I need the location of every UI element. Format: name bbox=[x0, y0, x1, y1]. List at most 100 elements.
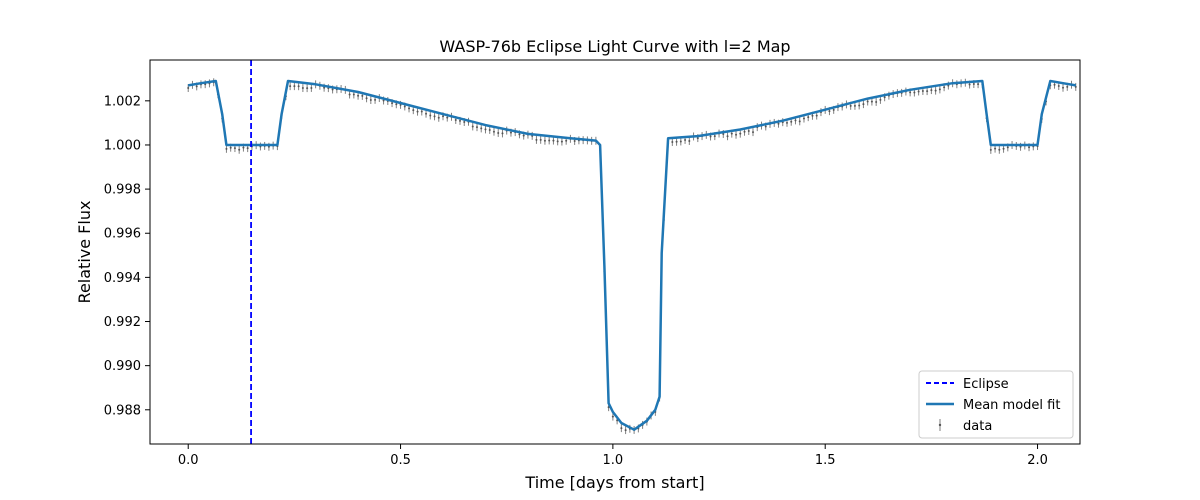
data-point bbox=[883, 96, 886, 99]
data-point bbox=[301, 87, 304, 90]
data-point bbox=[573, 139, 576, 142]
data-point bbox=[391, 102, 394, 105]
data-point bbox=[357, 94, 360, 97]
data-point bbox=[348, 93, 351, 96]
data-point bbox=[501, 132, 504, 135]
data-point bbox=[709, 135, 712, 138]
data-point bbox=[1053, 83, 1056, 86]
data-point bbox=[934, 89, 937, 92]
data-point bbox=[866, 100, 869, 103]
y-axis: 0.988 0.990 0.992 0.994 0.996 0.998 1.000 1.002 bbox=[104, 94, 150, 418]
data-point bbox=[552, 139, 555, 142]
data-point bbox=[722, 133, 725, 136]
y-tick-label: 0.992 bbox=[104, 315, 141, 330]
data-point bbox=[556, 140, 559, 143]
data-point bbox=[420, 110, 423, 113]
data-point bbox=[790, 120, 793, 123]
data-point bbox=[730, 132, 733, 135]
data-point bbox=[488, 128, 491, 131]
data-point bbox=[972, 83, 975, 86]
data-point bbox=[1057, 85, 1060, 88]
data-point bbox=[743, 130, 746, 133]
data-point bbox=[374, 98, 377, 101]
data-point bbox=[242, 146, 245, 149]
y-tick-label: 0.996 bbox=[104, 227, 141, 242]
legend: Eclipse Mean model fit data bbox=[918, 370, 1074, 439]
data-point bbox=[289, 85, 292, 88]
data-point bbox=[238, 148, 241, 151]
data-point bbox=[518, 133, 521, 136]
data-point bbox=[195, 85, 198, 88]
data-point bbox=[463, 121, 466, 124]
data-point bbox=[543, 139, 546, 142]
axes-frame bbox=[149, 59, 1081, 445]
x-axis: 0.0 0.5 1.0 1.5 2.0 bbox=[178, 444, 1048, 468]
x-tick-label: 1.0 bbox=[603, 453, 624, 468]
data-point bbox=[921, 89, 924, 92]
data-point bbox=[522, 134, 525, 137]
chart-title: WASP-76b Eclipse Light Curve with l=2 Ma… bbox=[439, 37, 790, 56]
data-point bbox=[509, 131, 512, 134]
data-point bbox=[968, 83, 971, 86]
data-point bbox=[1066, 85, 1069, 88]
data-point bbox=[764, 125, 767, 128]
data-point bbox=[875, 100, 878, 103]
data-point bbox=[442, 115, 445, 118]
data-point bbox=[909, 91, 912, 94]
data-point bbox=[437, 116, 440, 119]
data-point bbox=[565, 139, 568, 142]
data-point bbox=[675, 140, 678, 143]
data-point bbox=[624, 429, 627, 432]
x-tick-label: 1.5 bbox=[815, 453, 836, 468]
x-tick-label: 0.0 bbox=[178, 453, 199, 468]
data-point bbox=[1019, 145, 1022, 148]
data-point bbox=[684, 138, 687, 141]
data-point bbox=[917, 90, 920, 93]
data-point bbox=[785, 121, 788, 124]
data-point bbox=[853, 104, 856, 107]
data-point bbox=[994, 147, 997, 150]
y-tick-label: 1.000 bbox=[104, 138, 141, 153]
data-point bbox=[425, 112, 428, 115]
data-point bbox=[429, 114, 432, 117]
data-point bbox=[828, 110, 831, 113]
legend-box bbox=[918, 370, 1074, 439]
data-point bbox=[679, 140, 682, 143]
data-point bbox=[1028, 146, 1031, 149]
data-point bbox=[671, 141, 674, 144]
data-point bbox=[943, 86, 946, 89]
data-point bbox=[620, 427, 623, 430]
data-point bbox=[225, 147, 228, 150]
x-axis-label: Time [days from start] bbox=[524, 473, 704, 492]
y-tick-label: 0.998 bbox=[104, 183, 141, 198]
data-point bbox=[539, 138, 542, 141]
x-tick-label: 2.0 bbox=[1027, 453, 1048, 468]
data-point bbox=[233, 147, 236, 150]
data-point bbox=[475, 126, 478, 129]
data-point bbox=[433, 115, 436, 118]
data-point bbox=[989, 148, 992, 151]
legend-data-label: data bbox=[963, 419, 992, 434]
data-point bbox=[535, 138, 538, 141]
data-point bbox=[1062, 86, 1065, 89]
data-point bbox=[870, 100, 873, 103]
data-point bbox=[611, 415, 614, 418]
data-point bbox=[998, 148, 1001, 151]
data-point bbox=[454, 118, 457, 121]
data-point bbox=[395, 103, 398, 106]
data-point bbox=[879, 98, 882, 101]
data-point bbox=[832, 108, 835, 111]
data-point bbox=[416, 110, 419, 113]
data-point bbox=[802, 117, 805, 120]
data-point bbox=[484, 128, 487, 131]
data-point bbox=[306, 87, 309, 90]
data-point bbox=[977, 83, 980, 86]
data-point bbox=[323, 86, 326, 89]
data-point bbox=[548, 139, 551, 142]
data-point bbox=[777, 122, 780, 125]
data-point bbox=[480, 127, 483, 130]
data-point bbox=[735, 133, 738, 136]
data-point bbox=[930, 89, 933, 92]
model-fit-line bbox=[187, 79, 1077, 431]
data-point bbox=[267, 145, 270, 148]
